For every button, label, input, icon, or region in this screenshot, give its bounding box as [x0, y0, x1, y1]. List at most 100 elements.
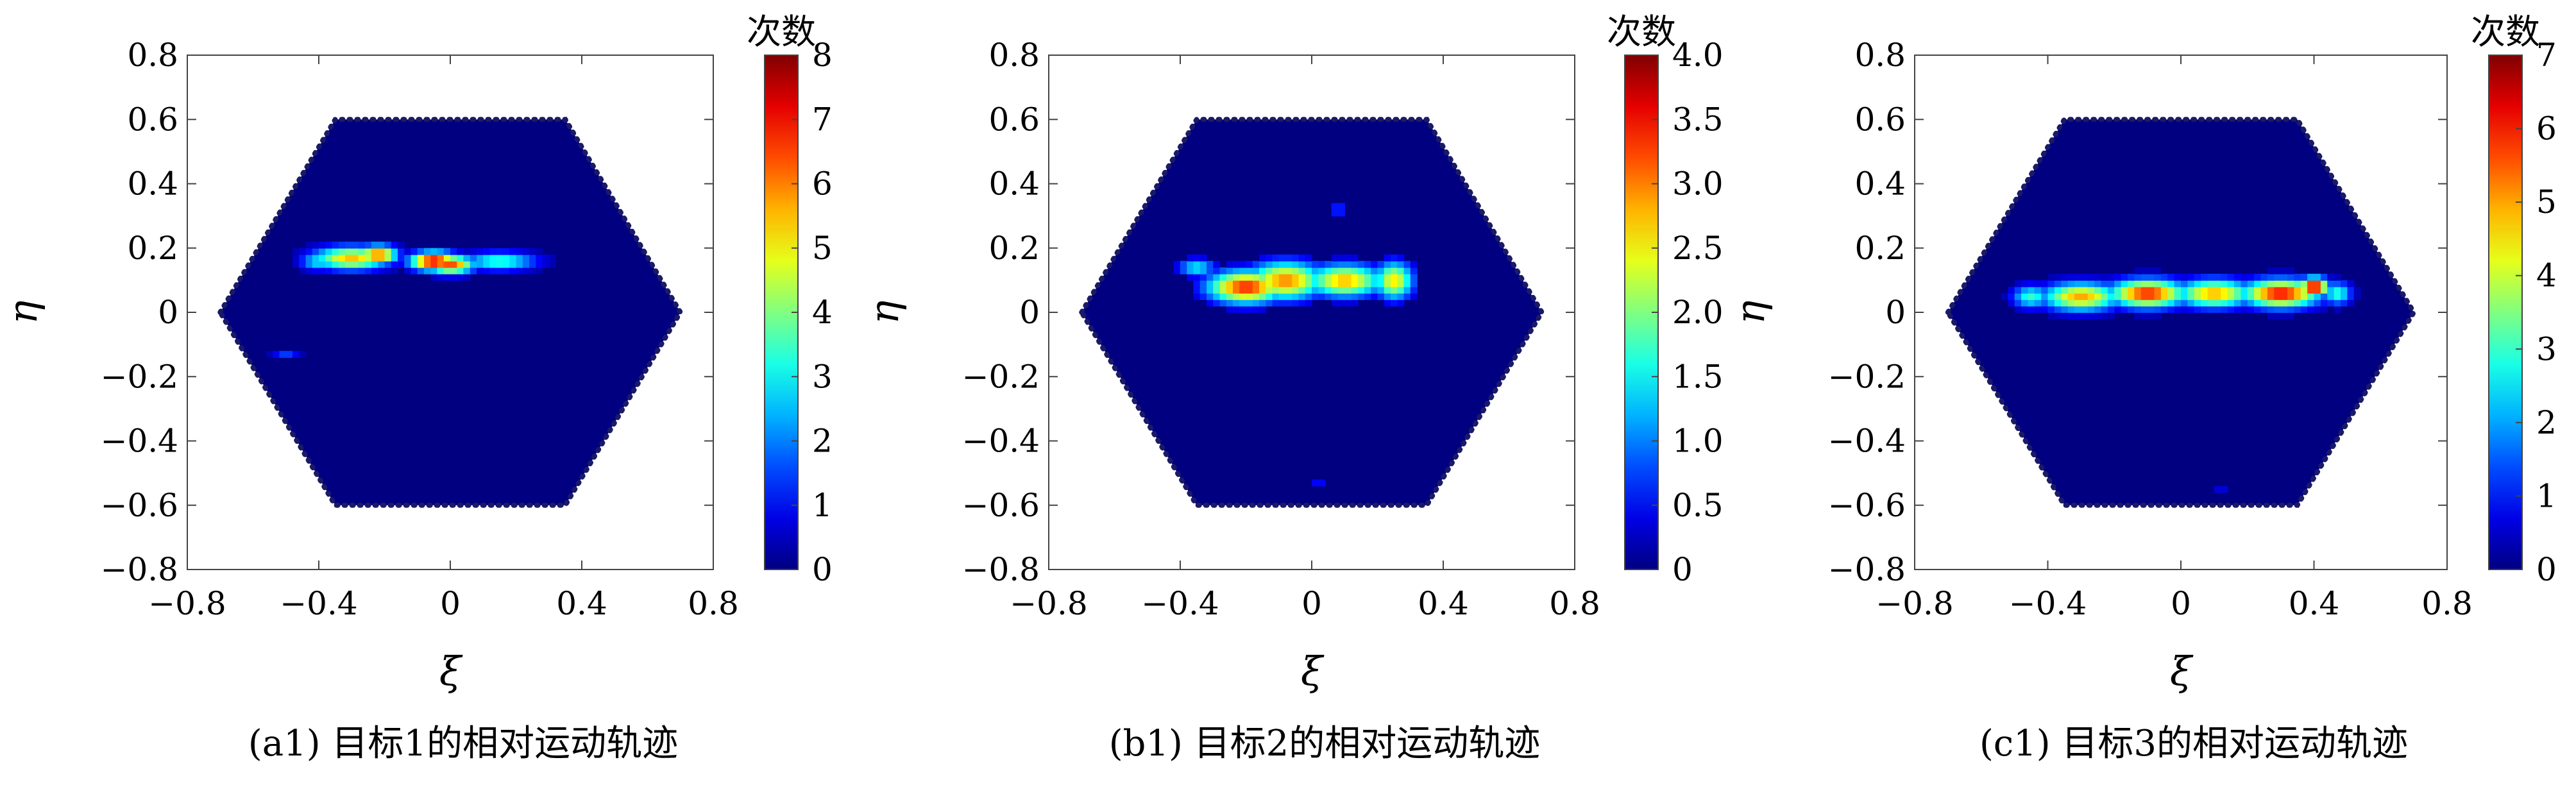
- heatmap-cell: [1239, 305, 1247, 313]
- heatmap-cell: [1246, 267, 1253, 274]
- heatmap-cell: [332, 260, 339, 268]
- heatmap-cell: [1213, 299, 1221, 307]
- heatmap-cell: [2134, 305, 2142, 313]
- heatmap-cell: [2047, 292, 2055, 300]
- heatmap-cell: [2140, 305, 2148, 313]
- heatmap-cell: [1410, 280, 1418, 287]
- heatmap-cell: [2227, 305, 2235, 313]
- heatmap-cell: [1357, 280, 1365, 287]
- heatmap-cell: [2280, 292, 2288, 300]
- heatmap-cell: [391, 241, 398, 249]
- heatmap-cell: [1239, 299, 1247, 307]
- heatmap-cell: [516, 267, 523, 274]
- heatmap-cell: [2061, 280, 2069, 287]
- heatmap-cell: [2028, 305, 2035, 313]
- heatmap-cell: [1285, 254, 1293, 262]
- heatmap-cell: [1226, 299, 1233, 307]
- heatmap-cell: [522, 267, 530, 274]
- heatmap-cell: [2300, 292, 2308, 300]
- heatmap-cell: [1252, 260, 1260, 268]
- heatmap-cell: [2087, 305, 2095, 313]
- heatmap-cell: [2041, 305, 2049, 313]
- heatmap-cell: [2160, 299, 2169, 307]
- heatmap-cell: [1344, 292, 1352, 300]
- heatmap-cell: [470, 267, 477, 274]
- heatmap-cell: [2061, 299, 2069, 307]
- heatmap-cell: [325, 254, 333, 262]
- heatmap-cell: [2334, 305, 2341, 313]
- heatmap-cell: [398, 254, 405, 262]
- heatmap-cell: [2094, 292, 2102, 300]
- heatmap-cell: [2260, 286, 2268, 294]
- x-axis-label: ξ: [439, 648, 463, 695]
- heatmap-cell: [1213, 292, 1221, 300]
- heatmap-cell: [1331, 203, 1339, 210]
- colorbar-tick-label: 2.5: [1672, 230, 1724, 267]
- heatmap-cell: [364, 267, 372, 274]
- heatmap-cell: [1384, 267, 1391, 274]
- heatmap-cell: [1371, 267, 1378, 274]
- heatmap-cell: [319, 260, 326, 268]
- heatmap-cell: [2107, 312, 2115, 319]
- heatmap-cell: [2234, 292, 2242, 300]
- heatmap-cell: [1292, 280, 1300, 287]
- heatmap-cell: [2047, 280, 2055, 287]
- heatmap-cell: [2074, 299, 2082, 307]
- heatmap-cell: [2047, 273, 2055, 281]
- heatmap-cell: [437, 254, 445, 262]
- heatmap-cell: [2014, 280, 2022, 287]
- heatmap-cell: [1226, 305, 1233, 313]
- heatmap-cell: [1239, 260, 1247, 268]
- heatmap-cell: [1266, 273, 1273, 281]
- heatmap-cell: [1259, 273, 1267, 281]
- heatmap-cell: [1377, 260, 1385, 268]
- heatmap-cell: [417, 260, 425, 268]
- y-tick-label: 0.2: [1854, 230, 1906, 267]
- heatmap-cell: [1193, 267, 1201, 274]
- y-tick-label: −0.4: [101, 423, 178, 460]
- heatmap-cell: [430, 260, 438, 268]
- heatmap-cell: [529, 248, 537, 255]
- heatmap-cell: [1344, 273, 1352, 281]
- heatmap-cell: [2294, 280, 2301, 287]
- heatmap-cell: [457, 248, 464, 255]
- heatmap-cell: [1344, 254, 1352, 262]
- heatmap-cell: [2061, 273, 2069, 281]
- x-tick-label: 0: [2171, 585, 2191, 622]
- heatmap-cell: [1226, 280, 1233, 287]
- heatmap-cell: [450, 267, 458, 274]
- heatmap-cell: [273, 351, 280, 358]
- heatmap-cell: [1266, 292, 1273, 300]
- heatmap-cell: [364, 248, 372, 255]
- heatmap-cell: [1318, 280, 1326, 287]
- heatmap-cell: [509, 260, 517, 268]
- heatmap-cell: [371, 267, 379, 274]
- heatmap-cell: [536, 260, 543, 268]
- heatmap-cell: [378, 241, 386, 249]
- y-tick-label: 0.8: [1854, 37, 1906, 74]
- y-tick-label: −0.8: [1828, 551, 1906, 588]
- x-tick-label: 0.4: [2289, 585, 2340, 622]
- heatmap-cell: [1285, 267, 1293, 274]
- heatmap-cell: [2134, 280, 2142, 287]
- heatmap-cell: [483, 260, 491, 268]
- heatmap-cell: [2314, 286, 2321, 294]
- heatmap-cell: [2267, 312, 2275, 319]
- heatmap-cell: [1298, 286, 1306, 294]
- heatmap-cell: [1410, 286, 1418, 294]
- heatmap-cell: [391, 254, 398, 262]
- heatmap-cell: [1207, 286, 1214, 294]
- heatmap-cell: [450, 248, 458, 255]
- heatmap-cell: [457, 254, 464, 262]
- heatmap-cell: [503, 267, 511, 274]
- colorbar-tick-label: 1.5: [1672, 358, 1724, 395]
- heatmap-cell: [2227, 280, 2235, 287]
- heatmap-cell: [1377, 286, 1385, 294]
- heatmap-cell: [2260, 305, 2268, 313]
- heatmap-cell: [1338, 203, 1346, 210]
- heatmap-cell: [2221, 273, 2228, 281]
- heatmap-cell: [2061, 286, 2069, 294]
- heatmap-cell: [2260, 299, 2268, 307]
- y-tick-label: −0.8: [101, 551, 178, 588]
